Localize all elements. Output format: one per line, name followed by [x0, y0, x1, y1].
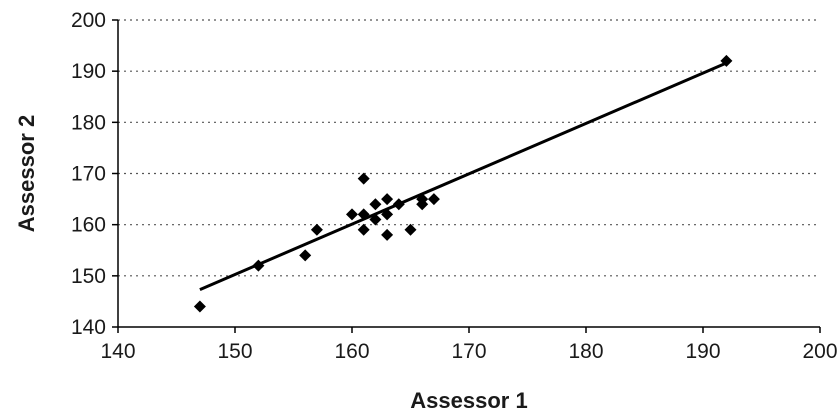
- trendline: [199, 61, 727, 292]
- y-tick-label: 200: [71, 9, 106, 32]
- data-point: [392, 198, 405, 211]
- y-tick-label: 190: [71, 60, 106, 83]
- y-axis-title: Assessor 2: [14, 115, 39, 232]
- x-tick-label: 200: [802, 340, 837, 363]
- y-axis-ticks: 140 150 160 170 180 190 200: [71, 9, 118, 339]
- x-tick-label: 180: [568, 340, 603, 363]
- x-tick-label: 160: [334, 340, 369, 363]
- data-points: [193, 54, 733, 313]
- data-point: [381, 228, 394, 241]
- data-point: [369, 213, 382, 226]
- y-tick-label: 160: [71, 214, 106, 237]
- data-point: [310, 223, 323, 236]
- data-point: [252, 259, 265, 272]
- data-point: [381, 208, 394, 221]
- data-point: [404, 223, 417, 236]
- y-tick-label: 140: [71, 316, 106, 339]
- data-point: [357, 208, 370, 221]
- y-tick-label: 170: [71, 163, 106, 186]
- y-tick-label: 150: [71, 265, 106, 288]
- data-point: [299, 249, 312, 262]
- grid-lines: [118, 19, 820, 277]
- y-tick-label: 180: [71, 111, 106, 134]
- x-axis-ticks: 140 150 160 170 180 190 200: [100, 327, 838, 363]
- data-point: [193, 300, 206, 313]
- data-point: [357, 223, 370, 236]
- data-point: [357, 172, 370, 185]
- x-tick-label: 140: [100, 340, 135, 363]
- data-point: [369, 198, 382, 211]
- x-axis-title: Assessor 1: [410, 388, 527, 413]
- data-point: [381, 193, 394, 206]
- data-point: [416, 198, 429, 211]
- data-point: [720, 54, 733, 67]
- data-point: [346, 208, 358, 221]
- x-tick-label: 190: [685, 340, 720, 363]
- trendline-group: [199, 61, 727, 292]
- x-tick-label: 170: [451, 340, 486, 363]
- x-tick-label: 150: [217, 340, 252, 363]
- data-point: [427, 193, 440, 206]
